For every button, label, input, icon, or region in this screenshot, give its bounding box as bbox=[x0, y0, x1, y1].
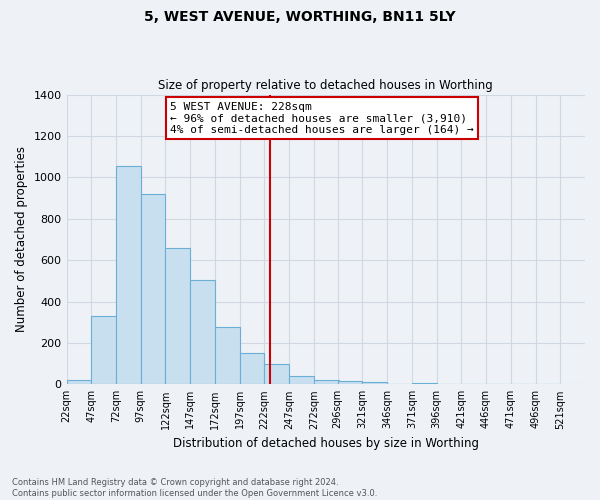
Bar bbox=[314, 380, 338, 384]
Bar bbox=[239, 354, 265, 384]
Bar bbox=[338, 382, 362, 384]
Bar bbox=[141, 194, 166, 384]
Text: 5, WEST AVENUE, WORTHING, BN11 5LY: 5, WEST AVENUE, WORTHING, BN11 5LY bbox=[144, 10, 456, 24]
Text: 5 WEST AVENUE: 228sqm
← 96% of detached houses are smaller (3,910)
4% of semi-de: 5 WEST AVENUE: 228sqm ← 96% of detached … bbox=[170, 102, 474, 135]
Bar bbox=[289, 376, 314, 384]
Bar bbox=[166, 248, 190, 384]
Bar bbox=[362, 382, 387, 384]
Bar bbox=[116, 166, 141, 384]
Bar bbox=[265, 364, 289, 384]
Bar bbox=[91, 316, 116, 384]
Text: Contains HM Land Registry data © Crown copyright and database right 2024.
Contai: Contains HM Land Registry data © Crown c… bbox=[12, 478, 377, 498]
Bar bbox=[67, 380, 91, 384]
Bar bbox=[215, 328, 239, 384]
Bar bbox=[190, 280, 215, 384]
Y-axis label: Number of detached properties: Number of detached properties bbox=[15, 146, 28, 332]
Title: Size of property relative to detached houses in Worthing: Size of property relative to detached ho… bbox=[158, 79, 493, 92]
X-axis label: Distribution of detached houses by size in Worthing: Distribution of detached houses by size … bbox=[173, 437, 479, 450]
